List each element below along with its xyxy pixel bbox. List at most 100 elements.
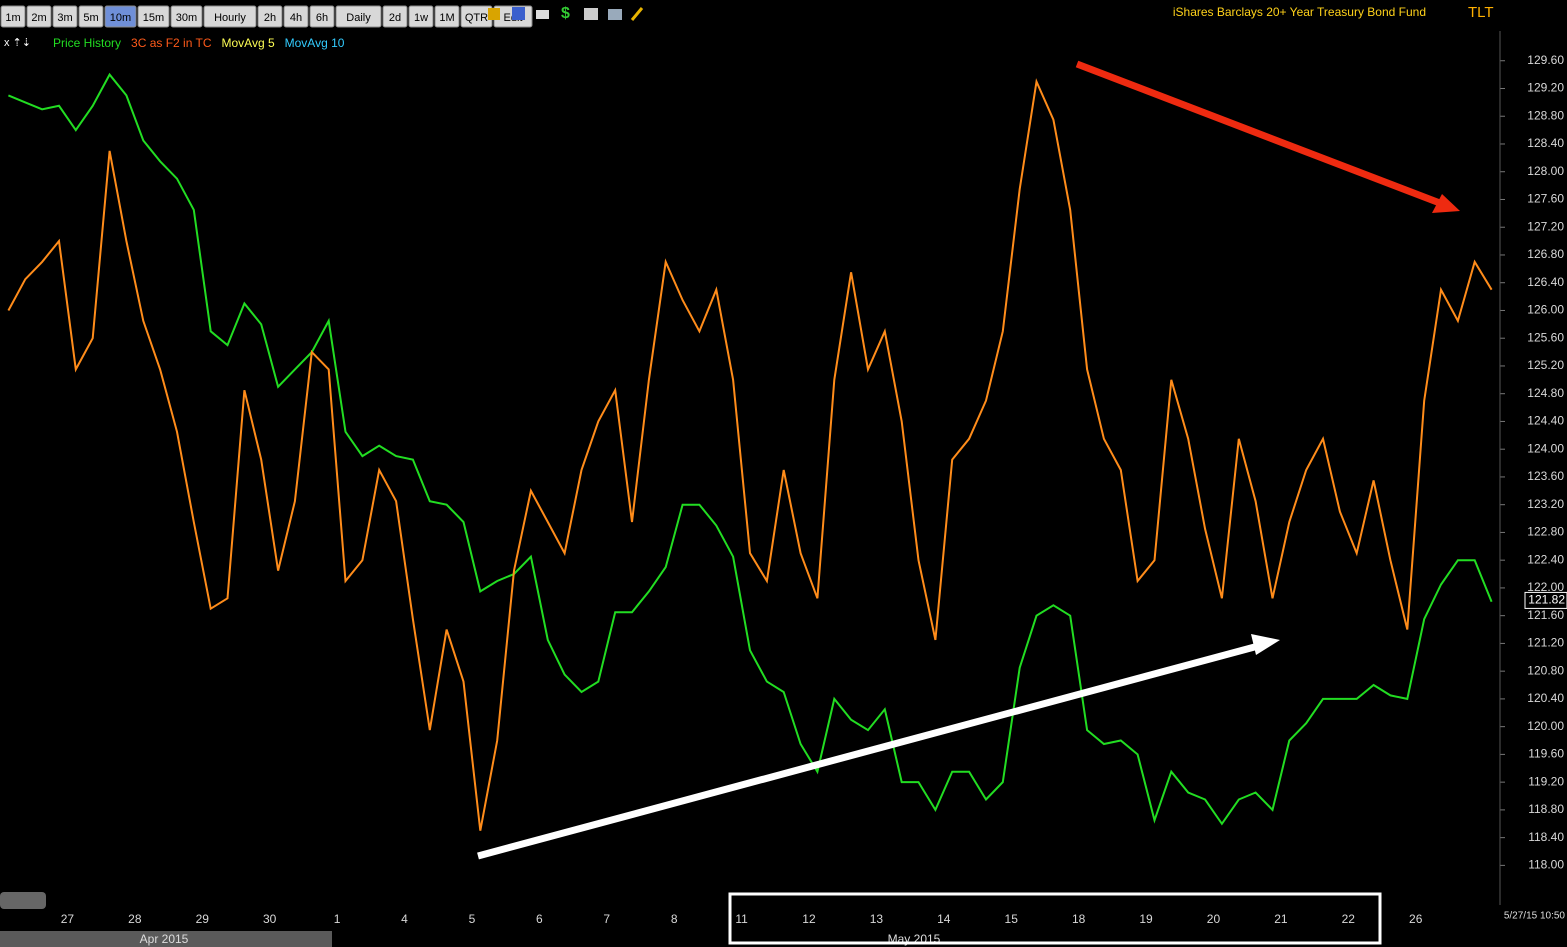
- toolbar-button[interactable]: [434, 5, 460, 28]
- x-tick-label: 29: [196, 912, 210, 926]
- scroll-handle[interactable]: [0, 892, 46, 909]
- icon[interactable]: [584, 8, 598, 20]
- x-tick-label: 26: [1409, 912, 1423, 926]
- toolbar-button[interactable]: [52, 5, 78, 28]
- y-tick-label: 118.80: [1528, 802, 1564, 816]
- y-tick-label: 128.00: [1527, 164, 1564, 178]
- toolbar-button-label[interactable]: QTR: [465, 12, 488, 24]
- icon[interactable]: [630, 7, 644, 21]
- y-tick-label: 118.40: [1528, 830, 1564, 844]
- toolbar-button[interactable]: [335, 5, 382, 28]
- red-arrow: [1075, 60, 1447, 209]
- toolbar-button[interactable]: [408, 5, 434, 28]
- y-tick-label: 119.60: [1528, 747, 1564, 761]
- icon[interactable]: [488, 8, 500, 20]
- y-tick-label: 120.00: [1527, 719, 1564, 733]
- red-arrowhead: [1432, 194, 1460, 213]
- legend-entry: Price History: [53, 36, 121, 50]
- legend-entry: 3C as F2 in TC: [131, 36, 212, 50]
- plot-area: 118.00 118.40 118.80 119.20 119.60 120.00 120.…: [7, 53, 1567, 926]
- toolbar-button-label[interactable]: 2h: [264, 12, 276, 24]
- toolbar-button[interactable]: [257, 5, 283, 28]
- y-tick-label: 123.20: [1527, 497, 1564, 511]
- toolbar-button-label[interactable]: 4h: [290, 12, 302, 24]
- toolbar-button[interactable]: [78, 5, 104, 28]
- toolbar-button[interactable]: [170, 5, 203, 28]
- legend-icons[interactable]: x ⇡⇣: [4, 37, 31, 49]
- toolbar-button-label[interactable]: 5m: [83, 12, 98, 24]
- icon[interactable]: [536, 10, 549, 19]
- y-tick-label: 126.00: [1527, 303, 1564, 317]
- toolbar-button-label[interactable]: 1w: [414, 12, 428, 24]
- y-tick-label: 125.60: [1527, 330, 1564, 344]
- toolbar-button-label[interactable]: Hourly: [214, 12, 246, 24]
- toolbar-button[interactable]: [137, 5, 170, 28]
- toolbar-button-label[interactable]: 2d: [389, 12, 401, 24]
- x-tick-label: 21: [1274, 912, 1288, 926]
- toolbar-button-label[interactable]: 1M: [439, 12, 454, 24]
- month-label: Apr 2015: [140, 932, 189, 946]
- x-tick-label: 8: [671, 912, 678, 926]
- y-tick-label: 122.40: [1527, 552, 1564, 566]
- toolbar-button-label[interactable]: 3m: [57, 12, 72, 24]
- legend: Price History 3C as F2 in TC MovAvg 5 MovAv…: [53, 36, 345, 50]
- white-arrow: [477, 641, 1263, 860]
- y-tick-label: 127.20: [1527, 219, 1564, 233]
- toolbar-button[interactable]: [283, 5, 309, 28]
- x-tick-label: 18: [1072, 912, 1086, 926]
- toolbar-button-label[interactable]: 2m: [31, 12, 46, 24]
- toolbar-icons: $: [488, 5, 644, 22]
- toolbar-button[interactable]: [0, 5, 26, 28]
- toolbar-button[interactable]: [382, 5, 408, 28]
- y-tick-label: 120.80: [1527, 663, 1564, 677]
- y-tick-label: 125.20: [1527, 358, 1564, 372]
- y-tick-label: 123.60: [1527, 469, 1564, 483]
- toolbar-button[interactable]: [104, 5, 137, 28]
- toolbar-button-label[interactable]: 15m: [143, 12, 164, 24]
- toolbar-button-label[interactable]: 6h: [316, 12, 328, 24]
- y-tick-label: 124.40: [1527, 414, 1564, 428]
- x-tick-label: 28: [128, 912, 142, 926]
- icon[interactable]: $: [561, 5, 570, 22]
- y-tick-label: 119.20: [1528, 774, 1564, 788]
- x-tick-label: 19: [1139, 912, 1153, 926]
- y-tick-label: 121.60: [1527, 608, 1564, 622]
- chart-title: iShares Barclays 20+ Year Treasury Bond …: [1173, 5, 1426, 19]
- toolbar-buttons: 1m 2m 3m 5m 10m 15m 30m Hourly 2h 4h 6h Daily 2d 1w 1M…: [0, 5, 533, 28]
- series-line: [8, 72, 1493, 826]
- y-tick-label: 129.60: [1527, 53, 1564, 67]
- y-tick-label: 124.00: [1527, 441, 1564, 455]
- x-tick-label: 6: [536, 912, 543, 926]
- toolbar-button-label[interactable]: 1m: [5, 12, 20, 24]
- y-tick-label: 122.00: [1527, 580, 1564, 594]
- y-tick-label: 118.00: [1528, 858, 1564, 872]
- highlight-box: [728, 892, 1382, 945]
- y-tick-label: 121.20: [1527, 636, 1564, 650]
- toolbar-button-label[interactable]: Daily: [346, 12, 371, 24]
- toolbar-button[interactable]: [309, 5, 335, 28]
- icon[interactable]: [608, 9, 622, 20]
- x-tick-label: 13: [870, 912, 884, 926]
- y-tick-label: 126.40: [1527, 275, 1564, 289]
- last-price-label: 121.82: [1528, 593, 1565, 607]
- legend-entry: MovAvg 10: [285, 36, 345, 50]
- toolbar-button-label[interactable]: 30m: [176, 12, 197, 24]
- series-line: [7, 78, 1493, 831]
- symbol: TLT: [1468, 4, 1494, 21]
- toolbar-button[interactable]: [203, 5, 257, 28]
- toolbar-button[interactable]: [26, 5, 52, 28]
- icon[interactable]: [512, 7, 525, 20]
- x-tick-label: 11: [735, 912, 748, 926]
- month-bar: [0, 931, 332, 947]
- x-tick-label: 14: [937, 912, 951, 926]
- x-tick-label: 15: [1005, 912, 1019, 926]
- x-tick-label: 1: [334, 912, 341, 926]
- last-price-box: [1524, 591, 1567, 609]
- x-tick-label: 20: [1207, 912, 1221, 926]
- timestamp: 5/27/15 10:50: [1504, 911, 1566, 922]
- toolbar-button-label[interactable]: 10m: [110, 12, 131, 24]
- y-tick-label: 127.60: [1527, 192, 1564, 206]
- x-tick-label: 4: [401, 912, 408, 926]
